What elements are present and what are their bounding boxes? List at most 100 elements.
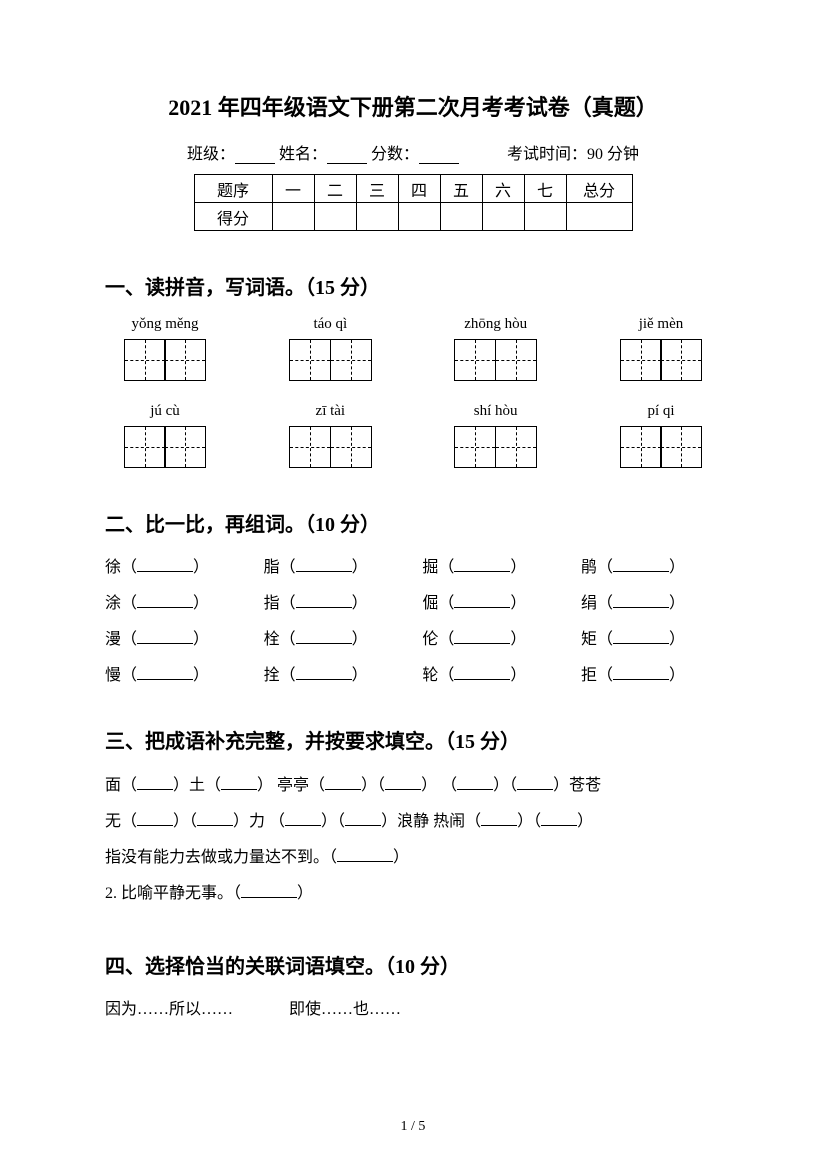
section-3: 三、把成语补充完整，并按要求填空。（15 分） 面（）土（） 亭亭（）（） （）… (105, 725, 721, 910)
score-cell[interactable] (356, 203, 398, 231)
blank[interactable] (197, 825, 233, 826)
close-paren: ） (193, 631, 209, 648)
score-blank[interactable] (419, 148, 459, 164)
blank[interactable] (285, 825, 321, 826)
close-paren: ） (510, 595, 526, 612)
char-label: 鹃（ (581, 559, 613, 576)
blank[interactable] (221, 789, 257, 790)
blank[interactable] (137, 571, 193, 572)
blank[interactable] (137, 679, 193, 680)
blank[interactable] (541, 825, 577, 826)
time-label: 考试时间：90 分钟 (507, 146, 639, 163)
score-cell[interactable] (398, 203, 440, 231)
tianzi-pair[interactable] (620, 426, 703, 468)
close-paren: ） (193, 595, 209, 612)
blank[interactable] (137, 643, 193, 644)
blank[interactable] (613, 643, 669, 644)
blank[interactable] (325, 789, 361, 790)
idiom-line: 无（）（）力 （）（）浪静 热闹（）（） (105, 806, 721, 838)
pinyin-text: jú cù (150, 403, 180, 420)
tianzi-pair[interactable] (289, 339, 372, 381)
pinyin-item: pí qi (601, 403, 721, 468)
idiom-text: ） (297, 885, 313, 902)
tianzi-pair[interactable] (620, 339, 703, 381)
close-paren: ） (669, 559, 685, 576)
col-header: 一 (272, 175, 314, 203)
section-heading: 二、比一比，再组词。（10 分） (105, 508, 721, 537)
pinyin-item: yǒng měng (105, 316, 225, 381)
close-paren: ） (669, 631, 685, 648)
section-4: 四、选择恰当的关联词语填空。（10 分） 因为……所以……即使……也…… (105, 950, 721, 1019)
class-blank[interactable] (235, 148, 275, 164)
total-cell[interactable] (566, 203, 632, 231)
blank[interactable] (457, 789, 493, 790)
blank[interactable] (613, 607, 669, 608)
idiom-text: ）力 （ (233, 813, 285, 830)
blank[interactable] (454, 607, 510, 608)
close-paren: ） (669, 667, 685, 684)
info-line: 班级： 姓名： 分数： 考试时间：90 分钟 (105, 140, 721, 164)
name-label: 姓名： (279, 146, 327, 163)
name-blank[interactable] (327, 148, 367, 164)
blank[interactable] (385, 789, 421, 790)
pinyin-text: yǒng měng (131, 316, 198, 333)
blank[interactable] (454, 679, 510, 680)
tianzi-pair[interactable] (289, 426, 372, 468)
pinyin-item: táo qì (270, 316, 390, 381)
tianzi-pair[interactable] (124, 426, 207, 468)
char-label: 拴（ (264, 667, 296, 684)
row-label: 得分 (194, 203, 272, 231)
blank[interactable] (296, 679, 352, 680)
table-row: 题序 一 二 三 四 五 六 七 总分 (194, 175, 632, 203)
section-heading: 一、读拼音，写词语。（15 分） (105, 271, 721, 300)
char-label: 指（ (264, 595, 296, 612)
col-header: 五 (440, 175, 482, 203)
blank[interactable] (296, 607, 352, 608)
char-label: 涂（ (105, 595, 137, 612)
idiom-text: ） 亭亭（ (257, 777, 325, 794)
blank[interactable] (454, 643, 510, 644)
pinyin-item: jiě mèn (601, 316, 721, 381)
score-cell[interactable] (440, 203, 482, 231)
col-header: 二 (314, 175, 356, 203)
close-paren: ） (352, 667, 368, 684)
char-label: 慢（ (105, 667, 137, 684)
idiom-line: 指没有能力去做或力量达不到。（） (105, 842, 721, 874)
tianzi-pair[interactable] (454, 339, 537, 381)
close-paren: ） (510, 631, 526, 648)
blank[interactable] (454, 571, 510, 572)
blank[interactable] (613, 571, 669, 572)
blank[interactable] (241, 897, 297, 898)
idiom-text: 指没有能力去做或力量达不到。（ (105, 849, 337, 866)
score-table: 题序 一 二 三 四 五 六 七 总分 得分 (194, 174, 633, 231)
idiom-line: 面（）土（） 亭亭（）（） （）（）苍苍 (105, 770, 721, 802)
char-label: 掘（ (422, 559, 454, 576)
score-cell[interactable] (482, 203, 524, 231)
table-row: 得分 (194, 203, 632, 231)
char-label: 漫（ (105, 631, 137, 648)
pinyin-item: zī tài (270, 403, 390, 468)
blank[interactable] (345, 825, 381, 826)
pinyin-text: jiě mèn (639, 316, 684, 333)
blank[interactable] (517, 789, 553, 790)
blank[interactable] (137, 825, 173, 826)
conj-option: 因为……所以…… (105, 1001, 233, 1018)
idiom-text: ）（ (361, 777, 385, 794)
score-cell[interactable] (314, 203, 356, 231)
blank[interactable] (481, 825, 517, 826)
blank[interactable] (296, 571, 352, 572)
blank[interactable] (137, 789, 173, 790)
tianzi-pair[interactable] (124, 339, 207, 381)
blank[interactable] (296, 643, 352, 644)
col-header: 三 (356, 175, 398, 203)
idiom-text: ）苍苍 (553, 777, 601, 794)
close-paren: ） (669, 595, 685, 612)
score-cell[interactable] (524, 203, 566, 231)
pinyin-text: pí qi (647, 403, 674, 420)
blank[interactable] (337, 861, 393, 862)
page-title: 2021 年四年级语文下册第二次月考考试卷（真题） (105, 90, 721, 122)
blank[interactable] (137, 607, 193, 608)
tianzi-pair[interactable] (454, 426, 537, 468)
blank[interactable] (613, 679, 669, 680)
score-cell[interactable] (272, 203, 314, 231)
